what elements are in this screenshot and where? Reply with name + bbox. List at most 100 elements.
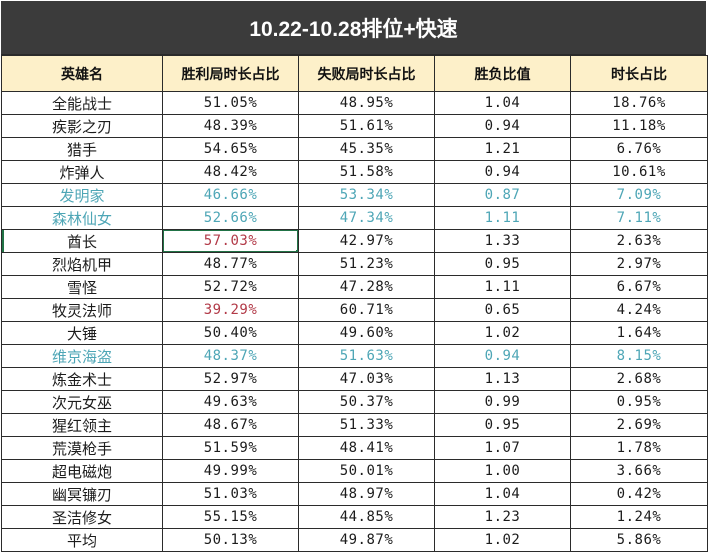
loss-duration-cell[interactable]: 60.71% (298, 298, 435, 322)
hero-name-cell[interactable]: 维京海盗 (1, 344, 163, 368)
hero-name-cell[interactable]: 次元女巫 (1, 390, 163, 414)
duration-share-cell[interactable]: 2.63% (570, 229, 708, 253)
win-duration-cell[interactable]: 50.40% (162, 321, 299, 345)
table-title[interactable]: 10.22-10.28排位+快速 (1, 1, 706, 55)
loss-duration-cell[interactable]: 48.97% (298, 482, 435, 506)
win-loss-ratio-cell[interactable]: 0.95 (434, 252, 571, 276)
win-loss-ratio-cell[interactable]: 1.00 (434, 459, 571, 483)
win-duration-cell[interactable]: 50.13% (162, 528, 299, 552)
win-loss-ratio-cell[interactable]: 0.94 (434, 160, 571, 184)
hero-name-cell[interactable]: 疾影之刃 (1, 114, 163, 138)
duration-share-cell[interactable]: 0.42% (570, 482, 708, 506)
duration-share-cell[interactable]: 11.18% (570, 114, 708, 138)
duration-share-cell[interactable]: 1.64% (570, 321, 708, 345)
win-duration-cell[interactable]: 52.72% (162, 275, 299, 299)
loss-duration-cell[interactable]: 51.61% (298, 114, 435, 138)
loss-duration-cell[interactable]: 47.03% (298, 367, 435, 391)
win-duration-cell[interactable]: 48.39% (162, 114, 299, 138)
win-loss-ratio-cell[interactable]: 0.94 (434, 114, 571, 138)
win-duration-cell[interactable]: 49.99% (162, 459, 299, 483)
win-loss-ratio-cell[interactable]: 0.94 (434, 344, 571, 368)
hero-name-cell[interactable]: 荒漠枪手 (1, 436, 163, 460)
loss-duration-cell[interactable]: 42.97% (298, 229, 435, 253)
hero-name-cell[interactable]: 雪怪 (1, 275, 163, 299)
duration-share-cell[interactable]: 7.09% (570, 183, 708, 207)
loss-duration-cell[interactable]: 51.63% (298, 344, 435, 368)
hero-name-cell[interactable]: 猩红领主 (1, 413, 163, 437)
duration-share-cell[interactable]: 2.68% (570, 367, 708, 391)
header-win-loss-ratio[interactable]: 胜负比值 (434, 55, 571, 92)
duration-share-cell[interactable]: 2.69% (570, 413, 708, 437)
loss-duration-cell[interactable]: 51.58% (298, 160, 435, 184)
duration-share-cell[interactable]: 1.24% (570, 505, 708, 529)
win-duration-cell[interactable]: 51.05% (162, 91, 299, 115)
win-duration-cell[interactable]: 48.42% (162, 160, 299, 184)
loss-duration-cell[interactable]: 48.95% (298, 91, 435, 115)
hero-name-cell[interactable]: 大锤 (1, 321, 163, 345)
header-duration-share[interactable]: 时长占比 (570, 55, 708, 92)
win-loss-ratio-cell[interactable]: 0.65 (434, 298, 571, 322)
win-loss-ratio-cell[interactable]: 1.21 (434, 137, 571, 161)
loss-duration-cell[interactable]: 47.34% (298, 206, 435, 230)
win-duration-cell[interactable]: 51.03% (162, 482, 299, 506)
duration-share-cell[interactable]: 4.24% (570, 298, 708, 322)
duration-share-cell[interactable]: 6.76% (570, 137, 708, 161)
loss-duration-cell[interactable]: 45.35% (298, 137, 435, 161)
win-duration-cell[interactable]: 48.77% (162, 252, 299, 276)
loss-duration-cell[interactable]: 51.23% (298, 252, 435, 276)
hero-name-cell[interactable]: 酋长 (1, 229, 163, 253)
hero-name-cell[interactable]: 牧灵法师 (1, 298, 163, 322)
fill-handle[interactable] (295, 249, 298, 252)
win-loss-ratio-cell[interactable]: 1.13 (434, 367, 571, 391)
loss-duration-cell[interactable]: 44.85% (298, 505, 435, 529)
loss-duration-cell[interactable]: 50.37% (298, 390, 435, 414)
win-duration-cell[interactable]: 48.67% (162, 413, 299, 437)
hero-name-cell[interactable]: 幽冥镰刃 (1, 482, 163, 506)
hero-name-cell[interactable]: 炸弹人 (1, 160, 163, 184)
win-loss-ratio-cell[interactable]: 1.23 (434, 505, 571, 529)
duration-share-cell[interactable]: 3.66% (570, 459, 708, 483)
win-loss-ratio-cell[interactable]: 1.11 (434, 275, 571, 299)
win-loss-ratio-cell[interactable]: 0.87 (434, 183, 571, 207)
loss-duration-cell[interactable]: 53.34% (298, 183, 435, 207)
win-duration-cell[interactable]: 46.66% (162, 183, 299, 207)
win-duration-cell[interactable]: 48.37% (162, 344, 299, 368)
loss-duration-cell[interactable]: 47.28% (298, 275, 435, 299)
duration-share-cell[interactable]: 10.61% (570, 160, 708, 184)
win-duration-cell[interactable]: 52.66% (162, 206, 299, 230)
win-loss-ratio-cell[interactable]: 1.04 (434, 91, 571, 115)
duration-share-cell[interactable]: 7.11% (570, 206, 708, 230)
loss-duration-cell[interactable]: 48.41% (298, 436, 435, 460)
win-loss-ratio-cell[interactable]: 0.95 (434, 413, 571, 437)
duration-share-cell[interactable]: 1.78% (570, 436, 708, 460)
win-duration-cell[interactable]: 55.15% (162, 505, 299, 529)
loss-duration-cell[interactable]: 49.87% (298, 528, 435, 552)
hero-name-cell[interactable]: 猎手 (1, 137, 163, 161)
loss-duration-cell[interactable]: 51.33% (298, 413, 435, 437)
win-duration-cell[interactable]: 39.29% (162, 298, 299, 322)
duration-share-cell[interactable]: 5.86% (570, 528, 708, 552)
header-win-duration-share[interactable]: 胜利局时长占比 (162, 55, 299, 92)
hero-name-cell[interactable]: 全能战士 (1, 91, 163, 115)
win-loss-ratio-cell[interactable]: 1.11 (434, 206, 571, 230)
duration-share-cell[interactable]: 0.95% (570, 390, 708, 414)
header-hero-name[interactable]: 英雄名 (1, 55, 163, 92)
hero-name-cell[interactable]: 平均 (1, 528, 163, 552)
win-duration-cell[interactable]: 57.03% (162, 229, 299, 253)
duration-share-cell[interactable]: 2.97% (570, 252, 708, 276)
duration-share-cell[interactable]: 6.67% (570, 275, 708, 299)
hero-name-cell[interactable]: 森林仙女 (1, 206, 163, 230)
hero-name-cell[interactable]: 圣洁修女 (1, 505, 163, 529)
win-duration-cell[interactable]: 54.65% (162, 137, 299, 161)
duration-share-cell[interactable]: 18.76% (570, 91, 708, 115)
header-loss-duration-share[interactable]: 失败局时长占比 (298, 55, 435, 92)
duration-share-cell[interactable]: 8.15% (570, 344, 708, 368)
win-duration-cell[interactable]: 52.97% (162, 367, 299, 391)
win-loss-ratio-cell[interactable]: 1.02 (434, 321, 571, 345)
hero-name-cell[interactable]: 超电磁炮 (1, 459, 163, 483)
hero-name-cell[interactable]: 烈焰机甲 (1, 252, 163, 276)
win-duration-cell[interactable]: 51.59% (162, 436, 299, 460)
win-loss-ratio-cell[interactable]: 1.04 (434, 482, 571, 506)
win-loss-ratio-cell[interactable]: 1.07 (434, 436, 571, 460)
win-loss-ratio-cell[interactable]: 0.99 (434, 390, 571, 414)
